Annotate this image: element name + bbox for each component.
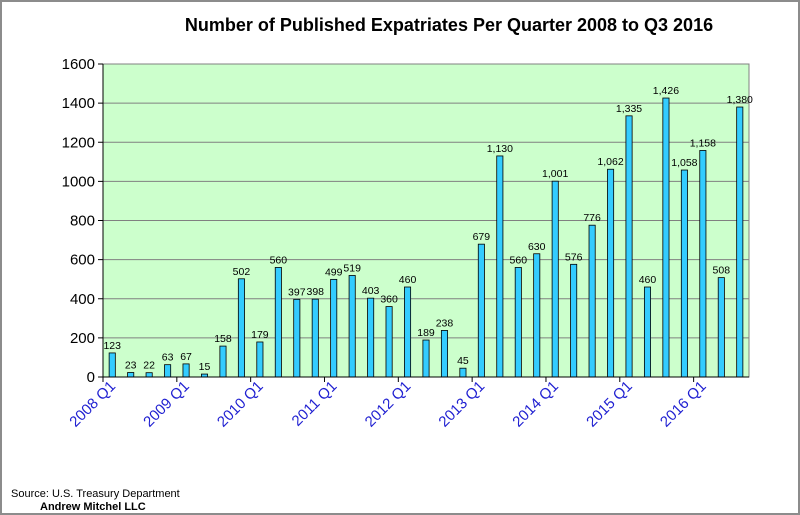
chart-title: Number of Published Expatriates Per Quar…	[185, 15, 713, 35]
data-label: 776	[583, 212, 601, 224]
x-tick-label: 2015 Q1	[583, 378, 636, 431]
bar	[477, 243, 485, 378]
y-tick-label: 1000	[62, 173, 95, 190]
bar	[533, 253, 541, 378]
data-label: 15	[199, 361, 211, 373]
bar	[311, 298, 319, 378]
bar	[422, 339, 430, 378]
bar	[219, 345, 227, 378]
bar	[182, 363, 190, 378]
bar	[385, 306, 393, 378]
data-label: 502	[233, 266, 251, 278]
bar	[625, 115, 633, 378]
y-axis: 0 200 400 600 800 1000 1200 1400 1600	[62, 56, 104, 386]
x-axis: 2008 Q1 2009 Q1 2010 Q1 2011 Q1 2012 Q1 2013 …	[66, 376, 749, 431]
x-tick-label: 2014 Q1	[509, 378, 562, 431]
bar	[348, 275, 356, 378]
data-label: 123	[103, 340, 121, 352]
data-label: 22	[143, 360, 155, 372]
bar	[496, 155, 504, 378]
bar	[404, 286, 412, 378]
data-label: 403	[362, 285, 380, 297]
data-label: 560	[270, 254, 288, 266]
data-label: 398	[306, 286, 324, 298]
bar	[108, 352, 116, 378]
data-label: 1,058	[671, 157, 697, 169]
bar	[736, 106, 744, 378]
bar	[588, 224, 596, 378]
bar	[607, 168, 615, 378]
data-label: 460	[399, 274, 417, 286]
data-label: 1,426	[653, 85, 679, 97]
gridlines	[103, 102, 749, 339]
bar	[570, 263, 578, 378]
bar	[440, 330, 448, 378]
bar	[256, 341, 264, 378]
bar	[699, 150, 707, 378]
data-label: 63	[162, 352, 174, 364]
data-label: 630	[528, 241, 546, 253]
bar	[459, 367, 467, 378]
bar	[274, 267, 282, 378]
bar	[680, 169, 688, 378]
y-tick-label: 200	[70, 330, 95, 347]
bar	[237, 278, 245, 378]
y-tick-label: 1400	[62, 95, 95, 112]
data-label: 158	[214, 333, 232, 345]
source-note: Source: U.S. Treasury Department	[11, 488, 180, 500]
y-tick-label: 600	[70, 252, 95, 269]
y-tick-label: 800	[70, 213, 95, 230]
bar	[164, 364, 172, 378]
data-label: 67	[180, 351, 192, 363]
data-label: 397	[288, 286, 306, 298]
y-tick-label: 1600	[62, 56, 95, 73]
author-credit: Andrew Mitchel LLC	[40, 501, 146, 513]
data-label: 679	[473, 231, 491, 243]
y-tick-label: 400	[70, 291, 95, 308]
x-tick-label: 2016 Q1	[657, 378, 710, 431]
data-label: 189	[417, 327, 435, 339]
bar	[127, 372, 135, 378]
bar	[643, 286, 651, 378]
x-tick-label: 2011 Q1	[289, 378, 341, 430]
data-label: 1,335	[616, 103, 642, 115]
bar	[662, 97, 670, 378]
data-label: 1,158	[690, 137, 716, 149]
data-label: 576	[565, 251, 583, 263]
bar	[145, 372, 153, 378]
data-label: 560	[510, 254, 528, 266]
data-label: 238	[436, 317, 454, 329]
data-label: 23	[125, 360, 137, 372]
data-label: 499	[325, 266, 343, 278]
bar	[367, 297, 375, 378]
data-label: 360	[380, 294, 398, 306]
bar	[293, 298, 301, 378]
bar	[514, 267, 522, 378]
y-tick-label: 0	[87, 369, 95, 386]
data-label: 45	[457, 355, 469, 367]
data-label: 1,062	[597, 156, 623, 168]
y-tick-label: 1200	[62, 134, 95, 151]
bar	[717, 277, 725, 378]
data-label: 460	[639, 274, 657, 286]
data-label: 1,001	[542, 168, 568, 180]
x-tick-label: 2012 Q1	[362, 378, 415, 431]
x-tick-label: 2013 Q1	[435, 378, 488, 431]
data-label: 1,380	[727, 94, 753, 106]
data-label: 1,130	[487, 143, 513, 155]
data-label: 519	[343, 262, 361, 274]
data-label: 508	[713, 265, 731, 277]
data-label: 179	[251, 329, 269, 341]
bar	[551, 180, 559, 378]
x-tick-label: 2010 Q1	[214, 378, 267, 431]
x-tick-label: 2009 Q1	[140, 378, 193, 431]
bar	[330, 278, 338, 378]
